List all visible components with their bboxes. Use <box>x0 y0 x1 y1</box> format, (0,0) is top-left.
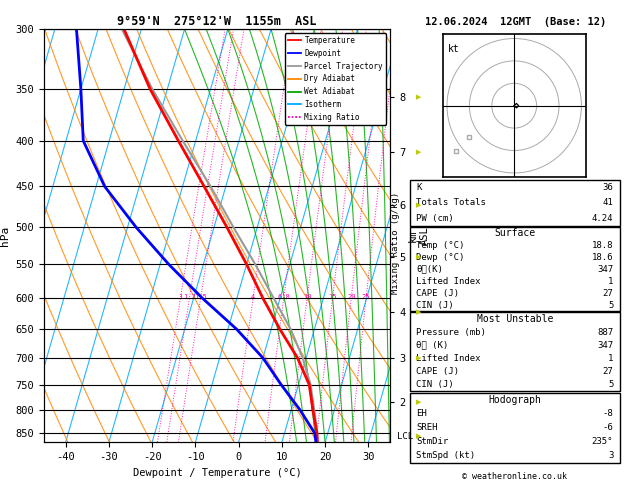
Text: SREH: SREH <box>416 423 438 432</box>
Text: 1.5: 1.5 <box>194 294 207 300</box>
Text: Lifted Index: Lifted Index <box>416 277 481 286</box>
Text: 36: 36 <box>603 183 613 192</box>
Text: 347: 347 <box>597 265 613 274</box>
Text: StmSpd (kt): StmSpd (kt) <box>416 451 476 460</box>
Text: 887: 887 <box>597 328 613 337</box>
Text: 1: 1 <box>608 277 613 286</box>
Text: ▶: ▶ <box>416 202 421 208</box>
Text: 27: 27 <box>603 367 613 376</box>
X-axis label: Dewpoint / Temperature (°C): Dewpoint / Temperature (°C) <box>133 468 301 478</box>
Text: 1: 1 <box>608 354 613 363</box>
Y-axis label: km
ASL: km ASL <box>408 226 430 245</box>
Text: ▶: ▶ <box>416 355 421 361</box>
Text: 18.8: 18.8 <box>592 241 613 250</box>
Text: 347: 347 <box>597 341 613 350</box>
Text: © weatheronline.co.uk: © weatheronline.co.uk <box>462 472 567 481</box>
Text: Temp (°C): Temp (°C) <box>416 241 465 250</box>
Legend: Temperature, Dewpoint, Parcel Trajectory, Dry Adiabat, Wet Adiabat, Isotherm, Mi: Temperature, Dewpoint, Parcel Trajectory… <box>284 33 386 125</box>
Text: CAPE (J): CAPE (J) <box>416 289 459 297</box>
Text: 41: 41 <box>603 198 613 208</box>
Text: 4.24: 4.24 <box>592 214 613 223</box>
Text: 6.8: 6.8 <box>277 294 290 300</box>
Text: 5: 5 <box>608 300 613 310</box>
Title: 9°59'N  275°12'W  1155m  ASL: 9°59'N 275°12'W 1155m ASL <box>117 15 317 28</box>
Text: Lifted Index: Lifted Index <box>416 354 481 363</box>
Text: θᴇ(K): θᴇ(K) <box>416 265 443 274</box>
Text: 235°: 235° <box>592 437 613 446</box>
Text: 25: 25 <box>362 294 370 300</box>
Text: CAPE (J): CAPE (J) <box>416 367 459 376</box>
Text: 1.2: 1.2 <box>183 294 196 300</box>
Text: kt: kt <box>448 44 460 54</box>
Text: K: K <box>416 183 422 192</box>
Text: ▶: ▶ <box>416 434 421 439</box>
Text: 4: 4 <box>251 294 255 300</box>
Text: Hodograph: Hodograph <box>488 395 542 405</box>
Text: 10: 10 <box>303 294 311 300</box>
Text: ▶: ▶ <box>416 254 421 260</box>
Text: Surface: Surface <box>494 228 535 239</box>
Text: LCL: LCL <box>397 432 413 441</box>
Text: Pressure (mb): Pressure (mb) <box>416 328 486 337</box>
Text: CIN (J): CIN (J) <box>416 380 454 389</box>
Text: 1: 1 <box>178 294 182 300</box>
Text: ▶: ▶ <box>416 149 421 155</box>
Text: 18.6: 18.6 <box>592 253 613 262</box>
Text: 12.06.2024  12GMT  (Base: 12): 12.06.2024 12GMT (Base: 12) <box>425 17 606 27</box>
Text: ▶: ▶ <box>416 309 421 315</box>
Text: PW (cm): PW (cm) <box>416 214 454 223</box>
Text: -8: -8 <box>603 409 613 418</box>
Text: ▶: ▶ <box>416 94 421 100</box>
Text: 3: 3 <box>608 451 613 460</box>
Text: StmDir: StmDir <box>416 437 448 446</box>
Text: CIN (J): CIN (J) <box>416 300 454 310</box>
Text: 27: 27 <box>603 289 613 297</box>
Text: θᴇ (K): θᴇ (K) <box>416 341 448 350</box>
Text: EH: EH <box>416 409 427 418</box>
Text: ▶: ▶ <box>416 399 421 405</box>
Text: Most Unstable: Most Unstable <box>477 314 553 324</box>
Text: 15: 15 <box>328 294 337 300</box>
Text: 5: 5 <box>608 380 613 389</box>
Text: 20: 20 <box>347 294 355 300</box>
Text: Mixing Ratio (g/kg): Mixing Ratio (g/kg) <box>391 192 399 294</box>
Text: Dewp (°C): Dewp (°C) <box>416 253 465 262</box>
Y-axis label: hPa: hPa <box>0 226 10 246</box>
Text: Totals Totals: Totals Totals <box>416 198 486 208</box>
Text: -6: -6 <box>603 423 613 432</box>
